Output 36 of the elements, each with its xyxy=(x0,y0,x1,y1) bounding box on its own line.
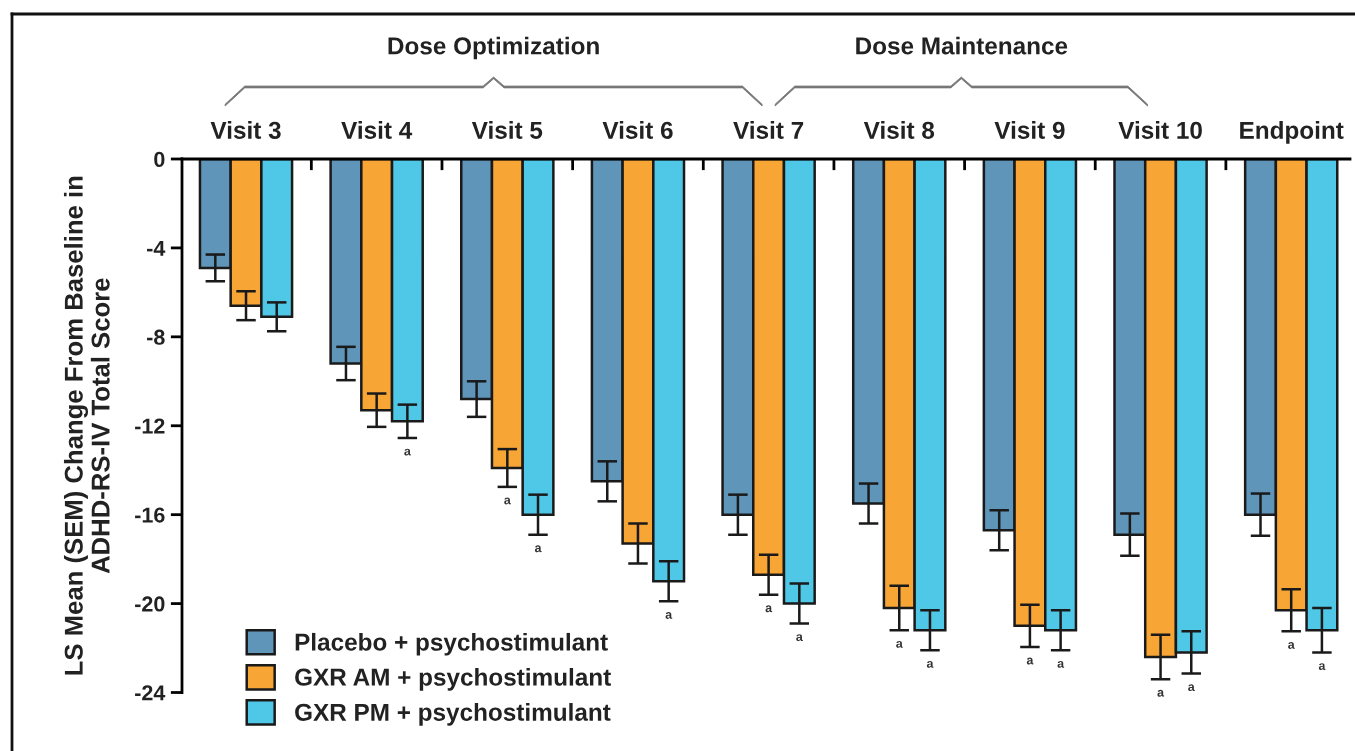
data-label: a xyxy=(1288,642,1295,649)
data-label: a xyxy=(926,660,934,668)
x-tick-label: Visit 10 xyxy=(1118,121,1202,139)
y-tick-label: -12 xyxy=(135,418,165,434)
y-tick-label: -24 xyxy=(135,685,166,701)
legend-label: GXR PM + psychostimulant xyxy=(295,703,611,726)
data-label: a xyxy=(404,448,411,456)
x-tick-label: Visit 7 xyxy=(733,121,804,139)
legend-label: GXR AM + psychostimulant xyxy=(295,667,611,691)
x-tick-label: Endpoint xyxy=(1240,121,1344,144)
legend-label: Placebo + psychostimulant xyxy=(295,632,608,656)
y-tick-label: 0 xyxy=(154,151,165,168)
data-label: a xyxy=(665,612,673,619)
data-label: a xyxy=(796,634,803,642)
data-label: a xyxy=(1188,684,1195,692)
x-tick-label: Visit 6 xyxy=(602,121,673,139)
data-label: a xyxy=(534,545,542,553)
data-label: a xyxy=(1057,660,1065,668)
x-tick-label: Visit 9 xyxy=(994,121,1065,139)
data-label: a xyxy=(1318,663,1326,670)
y-tick-label: -8 xyxy=(147,329,165,345)
x-tick-label: Visit 4 xyxy=(341,121,413,139)
text: Dose Maintenance xyxy=(856,36,1068,55)
y-axis-title: LS Mean (SEM) Change From Baseline in ADHD-RS-IV Total Score xyxy=(63,176,110,675)
y-tick-label: -16 xyxy=(135,507,165,523)
data-label: a xyxy=(896,640,903,648)
data-label: a xyxy=(765,605,773,613)
text: Dose Optimization xyxy=(388,36,599,60)
y-tick-label: -4 xyxy=(147,240,166,256)
x-tick-label: Visit 5 xyxy=(471,121,543,139)
x-tick-label: Visit 3 xyxy=(210,121,281,139)
x-tick-label: Visit 8 xyxy=(863,121,935,139)
data-label: a xyxy=(504,497,511,505)
data-label: a xyxy=(1157,689,1165,697)
y-tick-label: -20 xyxy=(135,596,165,612)
data-label: a xyxy=(1026,657,1034,665)
